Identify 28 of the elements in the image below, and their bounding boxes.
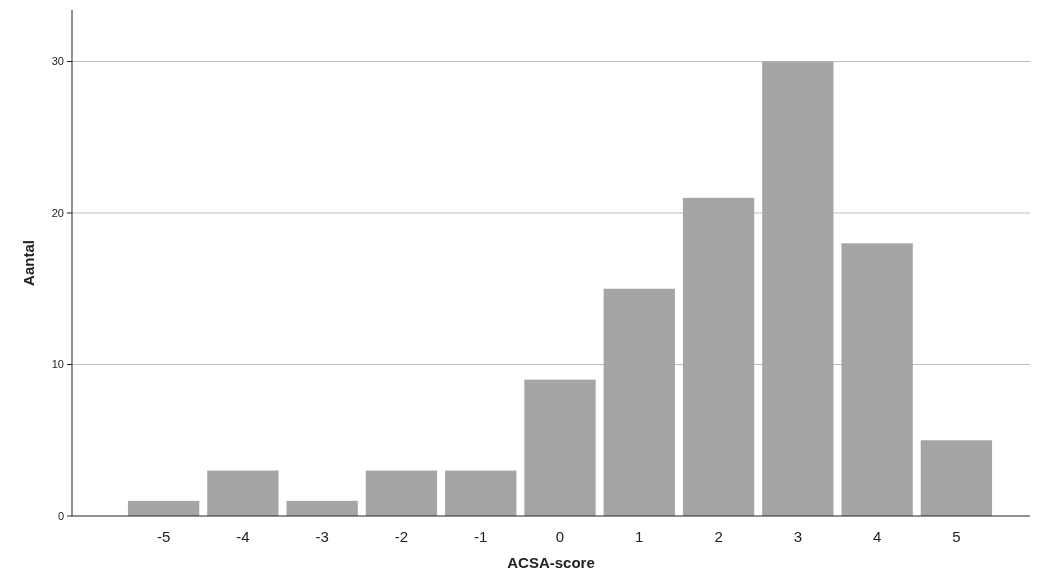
x-tick-label: -5 bbox=[156, 528, 171, 545]
x-tick-label: 1 bbox=[635, 528, 644, 545]
x-tick-label: -3 bbox=[315, 528, 329, 545]
y-tick-label: 20 bbox=[51, 206, 64, 219]
bar bbox=[365, 470, 438, 516]
y-tick-label: 10 bbox=[51, 358, 64, 371]
bar bbox=[127, 500, 200, 516]
x-tick-label: 3 bbox=[793, 528, 803, 545]
bar bbox=[920, 440, 993, 516]
y-tick-label: 30 bbox=[51, 55, 64, 68]
bar bbox=[286, 500, 358, 516]
x-tick-label: -4 bbox=[236, 528, 250, 545]
x-tick-label: -1 bbox=[474, 528, 488, 545]
x-tick-label: 0 bbox=[555, 528, 565, 545]
bar bbox=[603, 288, 675, 516]
bar bbox=[524, 379, 596, 516]
bar bbox=[445, 470, 517, 516]
y-axis-title: Aantal bbox=[20, 240, 37, 286]
bar bbox=[682, 197, 755, 516]
x-axis-title: ACSA-score bbox=[507, 554, 595, 571]
x-tick-label: 5 bbox=[952, 528, 961, 545]
y-tick-label: 0 bbox=[57, 509, 64, 522]
x-tick-label: 2 bbox=[714, 528, 723, 545]
x-tick-label: -2 bbox=[394, 528, 409, 545]
bar bbox=[762, 61, 834, 516]
x-tick-label: 4 bbox=[872, 528, 882, 545]
bar bbox=[841, 243, 913, 516]
bar bbox=[207, 470, 279, 516]
